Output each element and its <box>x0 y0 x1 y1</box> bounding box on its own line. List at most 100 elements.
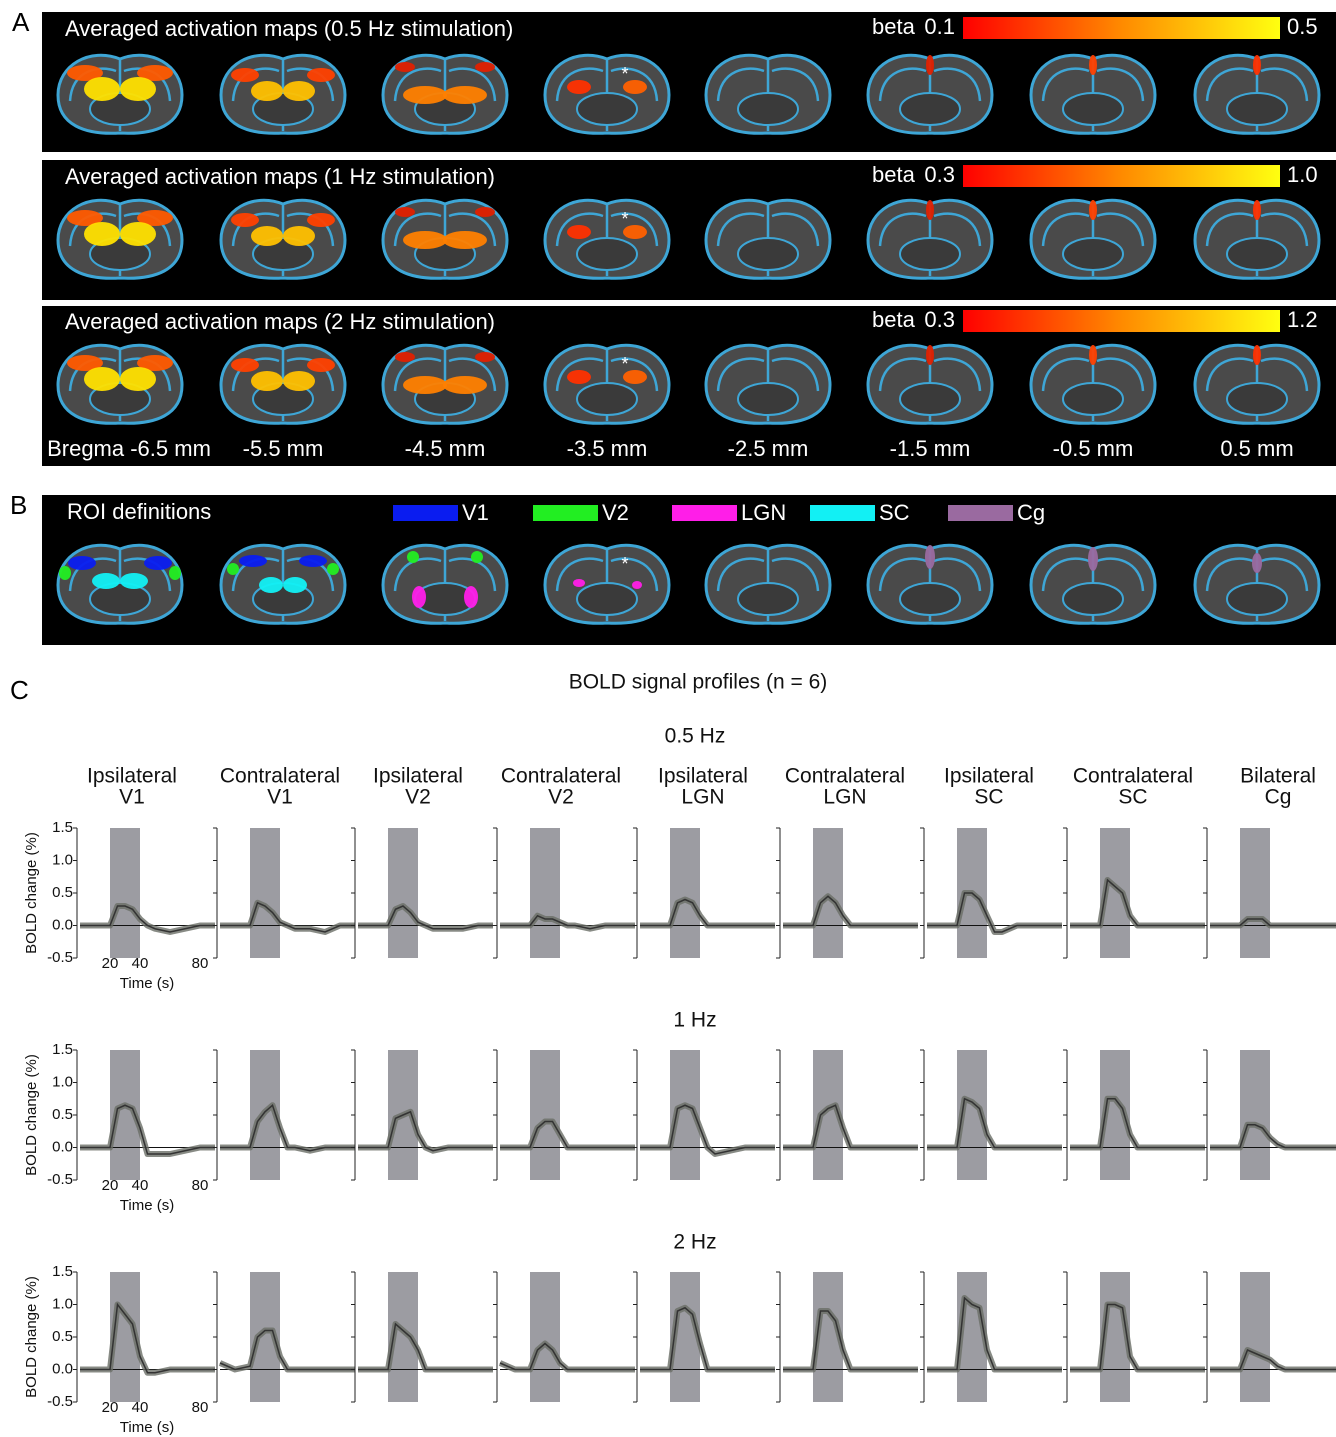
brain-blob <box>231 213 259 227</box>
brain-blob <box>259 577 283 593</box>
row-title: Averaged activation maps (0.5 Hz stimula… <box>65 16 513 41</box>
brain-slice <box>866 53 994 135</box>
column-header: Contralateral <box>220 765 340 788</box>
brain-core <box>576 237 638 271</box>
stimulus-block <box>388 828 418 958</box>
signal-line <box>640 1104 775 1155</box>
panel-label: A <box>12 7 30 37</box>
stimulus-block <box>530 1050 560 1180</box>
brain-core <box>1226 582 1288 616</box>
brain-blob <box>412 586 426 608</box>
signal-line <box>1070 1303 1205 1371</box>
y-tick-label: -0.5 <box>47 1171 73 1188</box>
x-tick-label: 20 <box>102 1399 119 1416</box>
brain-core <box>737 237 799 271</box>
brain-core <box>252 92 314 126</box>
brain-blob <box>327 563 339 575</box>
x-axis-label: Time (s) <box>120 1419 174 1436</box>
sem-band <box>1070 877 1205 929</box>
brain-blob <box>567 80 591 94</box>
stimulus-block <box>250 828 280 958</box>
legend-swatch <box>672 505 737 521</box>
stimulus-block <box>813 828 843 958</box>
brain-blob <box>239 555 267 567</box>
sem-band <box>500 1118 635 1151</box>
sem-band <box>783 893 918 929</box>
brain-slice: * <box>543 53 671 135</box>
legend-label: SC <box>879 500 910 525</box>
column-header: Contralateral <box>1073 765 1193 788</box>
x-axis-label: Time (s) <box>120 975 174 992</box>
sem-band <box>783 1102 918 1151</box>
sem-band <box>80 1102 215 1157</box>
brain-slice <box>381 543 509 625</box>
signal-line <box>220 1103 355 1152</box>
brain-blob <box>623 80 647 94</box>
column-header: Contralateral <box>785 765 905 788</box>
brain-core <box>1226 382 1288 416</box>
colorbar-max: 1.0 <box>1287 162 1318 187</box>
column-header: LGN <box>681 786 724 809</box>
sem-band <box>500 912 635 932</box>
brain-blob <box>395 207 415 217</box>
brain-blob <box>231 68 259 82</box>
signal-line <box>220 901 355 933</box>
brain-core <box>737 582 799 616</box>
panel-title: BOLD signal profiles (n = 6) <box>569 671 828 694</box>
brain-blob <box>120 367 156 391</box>
legend-label: LGN <box>741 500 786 525</box>
sem-band <box>1070 1095 1205 1151</box>
stimulus-block <box>670 828 700 958</box>
signal-line <box>1210 1124 1336 1149</box>
bregma-label: -4.5 mm <box>405 436 486 461</box>
x-tick-label: 20 <box>102 955 119 972</box>
brain-blob <box>1088 547 1098 571</box>
bregma-label: Bregma -6.5 mm <box>47 436 211 461</box>
chart-title: 2 Hz <box>673 1231 716 1254</box>
brain-slice <box>1029 343 1157 425</box>
signal-line <box>500 1120 635 1149</box>
x-tick-label: 80 <box>192 955 209 972</box>
brain-slice <box>1029 543 1157 625</box>
brain-blob <box>307 358 335 372</box>
x-tick-label: 80 <box>192 1177 209 1194</box>
brain-blob <box>623 370 647 384</box>
brain-blob <box>299 555 327 567</box>
brain-blob <box>283 226 315 246</box>
bregma-label: 0.5 mm <box>1220 436 1293 461</box>
legend-label: V1 <box>462 500 489 525</box>
brain-blob <box>1089 200 1097 220</box>
brain-slice: * <box>543 198 671 280</box>
brain-blob <box>403 231 447 249</box>
brain-blob <box>144 556 172 570</box>
brain-blob <box>1253 200 1261 220</box>
y-tick-label: 0.0 <box>52 1138 73 1155</box>
brain-core <box>252 237 314 271</box>
y-tick-label: -0.5 <box>47 949 73 966</box>
colorbar <box>963 310 1280 332</box>
brain-slice <box>219 543 347 625</box>
y-tick-label: 0.0 <box>52 1360 73 1377</box>
colorbar-label: beta <box>872 307 916 332</box>
signal-line <box>783 1310 918 1371</box>
bregma-label: -3.5 mm <box>567 436 648 461</box>
brain-blob <box>632 581 642 589</box>
sem-band <box>640 1304 775 1373</box>
x-tick-label: 40 <box>132 1399 149 1416</box>
sem-band <box>220 1102 355 1154</box>
signal-line <box>783 1104 918 1149</box>
brain-core <box>89 582 151 616</box>
brain-blob <box>283 81 315 101</box>
brain-slice <box>1029 198 1157 280</box>
colorbar <box>963 165 1280 187</box>
brain-slice <box>866 198 994 280</box>
colorbar <box>963 17 1280 39</box>
signal-line <box>640 1306 775 1371</box>
signal-line <box>1070 1098 1205 1149</box>
signal-line <box>927 892 1062 933</box>
brain-blob <box>407 551 419 563</box>
colorbar-min: 0.1 <box>924 14 955 39</box>
column-header: SC <box>974 786 1003 809</box>
brain-slice <box>1193 543 1321 625</box>
x-tick-label: 80 <box>192 1399 209 1416</box>
